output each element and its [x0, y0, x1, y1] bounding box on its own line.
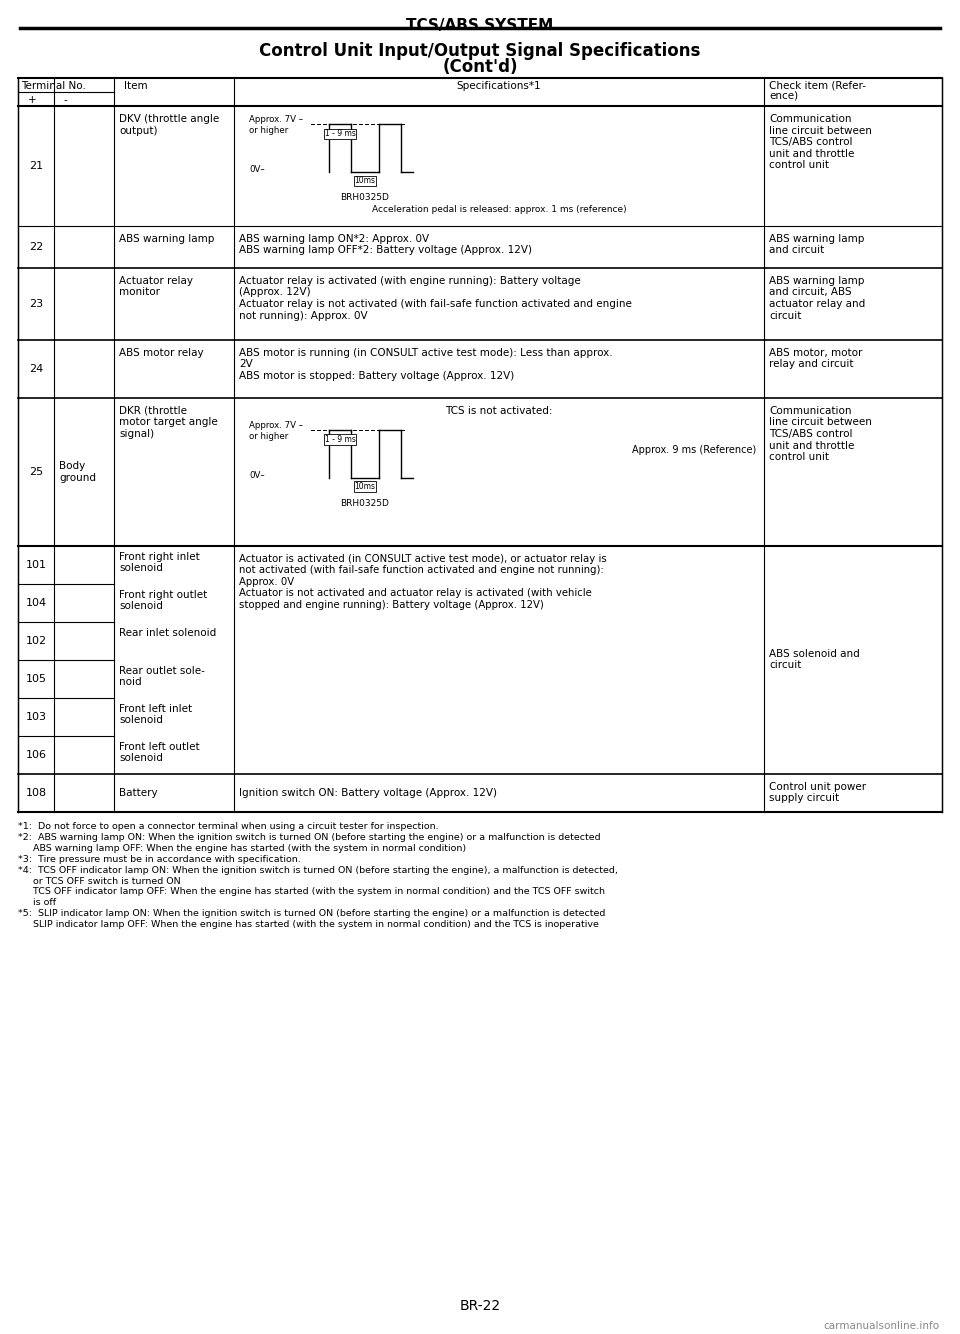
Text: Approx. 7V –: Approx. 7V –: [249, 116, 303, 124]
Text: 21: 21: [29, 161, 43, 171]
Text: ABS motor relay: ABS motor relay: [119, 348, 204, 358]
Text: BR-22: BR-22: [460, 1299, 500, 1313]
Text: 103: 103: [26, 711, 46, 722]
Text: Acceleration pedal is released: approx. 1 ms (reference): Acceleration pedal is released: approx. …: [372, 205, 626, 213]
Text: DKR (throttle
motor target angle
signal): DKR (throttle motor target angle signal): [119, 406, 218, 439]
Text: 108: 108: [25, 787, 47, 798]
Text: Approx. 7V –: Approx. 7V –: [249, 422, 303, 431]
Text: Front left inlet
solenoid: Front left inlet solenoid: [119, 703, 192, 726]
Text: DKV (throttle angle
output): DKV (throttle angle output): [119, 113, 219, 136]
Text: Actuator relay
monitor: Actuator relay monitor: [119, 276, 193, 297]
Text: Check item (Refer-: Check item (Refer-: [769, 81, 866, 91]
Text: 23: 23: [29, 299, 43, 309]
Text: or higher: or higher: [249, 127, 288, 136]
Text: Communication
line circuit between
TCS/ABS control
unit and throttle
control uni: Communication line circuit between TCS/A…: [769, 406, 872, 462]
Text: *5:  SLIP indicator lamp ON: When the ignition switch is turned ON (before start: *5: SLIP indicator lamp ON: When the ign…: [18, 910, 606, 919]
Text: 101: 101: [26, 560, 46, 570]
Text: Rear inlet solenoid: Rear inlet solenoid: [119, 627, 216, 638]
Text: Actuator is activated (in CONSULT active test mode), or actuator relay is
not ac: Actuator is activated (in CONSULT active…: [239, 554, 607, 610]
Text: ABS warning lamp ON*2: Approx. 0V
ABS warning lamp OFF*2: Battery voltage (Appro: ABS warning lamp ON*2: Approx. 0V ABS wa…: [239, 233, 532, 256]
Text: 24: 24: [29, 364, 43, 374]
Text: *3:  Tire pressure must be in accordance with specification.: *3: Tire pressure must be in accordance …: [18, 855, 300, 863]
Text: +: +: [28, 95, 36, 105]
Text: or TCS OFF switch is turned ON: or TCS OFF switch is turned ON: [18, 876, 180, 886]
Text: 1 - 9 ms: 1 - 9 ms: [324, 129, 355, 139]
Text: Communication
line circuit between
TCS/ABS control
unit and throttle
control uni: Communication line circuit between TCS/A…: [769, 113, 872, 171]
Text: (Cont'd): (Cont'd): [443, 57, 517, 76]
Text: Ignition switch ON: Battery voltage (Approx. 12V): Ignition switch ON: Battery voltage (App…: [239, 787, 497, 798]
Text: ABS warning lamp
and circuit: ABS warning lamp and circuit: [769, 233, 864, 256]
Text: Specifications*1: Specifications*1: [457, 81, 541, 91]
Text: 105: 105: [26, 674, 46, 683]
Text: 1 - 9 ms: 1 - 9 ms: [324, 435, 355, 444]
Text: Front right inlet
solenoid: Front right inlet solenoid: [119, 552, 200, 574]
Text: Terminal No.: Terminal No.: [21, 81, 85, 91]
Text: Control Unit Input/Output Signal Specifications: Control Unit Input/Output Signal Specifi…: [259, 41, 701, 60]
Text: *2:  ABS warning lamp ON: When the ignition switch is turned ON (before starting: *2: ABS warning lamp ON: When the igniti…: [18, 832, 601, 842]
Text: ence): ence): [769, 91, 798, 101]
Text: 10ms: 10ms: [354, 482, 375, 491]
Text: TCS OFF indicator lamp OFF: When the engine has started (with the system in norm: TCS OFF indicator lamp OFF: When the eng…: [18, 887, 605, 896]
Text: 0V–: 0V–: [249, 165, 265, 175]
Text: Approx. 9 ms (Reference): Approx. 9 ms (Reference): [632, 444, 756, 455]
Text: 22: 22: [29, 241, 43, 252]
Text: TCS/ABS SYSTEM: TCS/ABS SYSTEM: [406, 17, 554, 33]
Text: 104: 104: [25, 598, 47, 608]
Text: 10ms: 10ms: [354, 176, 375, 185]
Text: ABS solenoid and
circuit: ABS solenoid and circuit: [769, 648, 860, 671]
Text: *1:  Do not force to open a connector terminal when using a circuit tester for i: *1: Do not force to open a connector ter…: [18, 822, 439, 831]
Text: is off: is off: [18, 899, 56, 907]
Text: ABS warning lamp
and circuit, ABS
actuator relay and
circuit: ABS warning lamp and circuit, ABS actuat…: [769, 276, 865, 320]
Text: ABS warning lamp: ABS warning lamp: [119, 233, 214, 244]
Text: Control unit power
supply circuit: Control unit power supply circuit: [769, 782, 866, 803]
Text: Actuator relay is activated (with engine running): Battery voltage
(Approx. 12V): Actuator relay is activated (with engine…: [239, 276, 632, 320]
Text: ABS motor, motor
relay and circuit: ABS motor, motor relay and circuit: [769, 348, 862, 370]
Text: Item: Item: [124, 81, 148, 91]
Text: or higher: or higher: [249, 432, 288, 442]
Text: Body
ground: Body ground: [59, 462, 96, 483]
Text: ABS motor is running (in CONSULT active test mode): Less than approx.
2V
ABS mot: ABS motor is running (in CONSULT active …: [239, 348, 612, 382]
Text: 102: 102: [25, 635, 47, 646]
Text: BRH0325D: BRH0325D: [341, 193, 390, 201]
Text: Front right outlet
solenoid: Front right outlet solenoid: [119, 590, 207, 611]
Text: 106: 106: [26, 750, 46, 759]
Text: SLIP indicator lamp OFF: When the engine has started (with the system in normal : SLIP indicator lamp OFF: When the engine…: [18, 920, 599, 930]
Text: Battery: Battery: [119, 787, 157, 798]
Text: 0V–: 0V–: [249, 471, 265, 480]
Text: *4:  TCS OFF indicator lamp ON: When the ignition switch is turned ON (before st: *4: TCS OFF indicator lamp ON: When the …: [18, 866, 618, 875]
Text: Rear outlet sole-
noid: Rear outlet sole- noid: [119, 666, 204, 687]
Text: TCS is not activated:: TCS is not activated:: [445, 406, 553, 416]
Text: Front left outlet
solenoid: Front left outlet solenoid: [119, 742, 200, 763]
Text: 25: 25: [29, 467, 43, 476]
Text: carmanualsonline.info: carmanualsonline.info: [824, 1321, 940, 1331]
Text: ABS warning lamp OFF: When the engine has started (with the system in normal con: ABS warning lamp OFF: When the engine ha…: [18, 843, 467, 852]
Text: BRH0325D: BRH0325D: [341, 499, 390, 508]
Text: -: -: [64, 95, 68, 105]
